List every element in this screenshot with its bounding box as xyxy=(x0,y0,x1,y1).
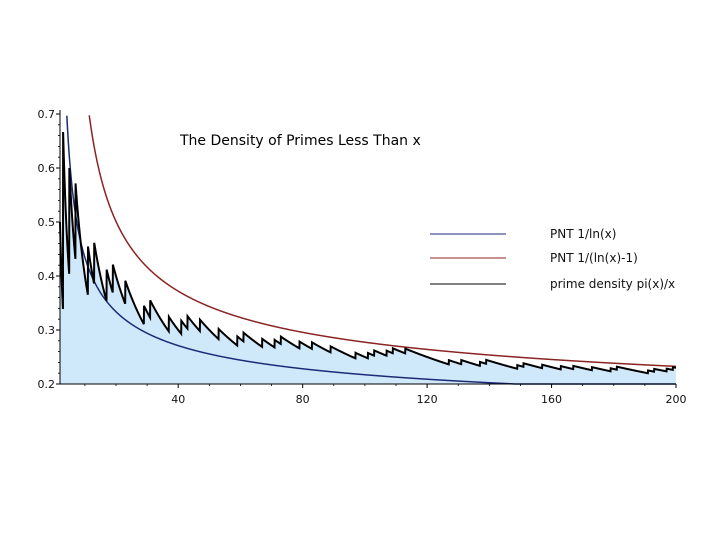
y-tick-label: 0.2 xyxy=(38,378,56,391)
x-tick-label: 120 xyxy=(417,393,438,406)
prime-density-fill xyxy=(60,132,676,384)
x-tick-label: 160 xyxy=(541,393,562,406)
legend-label: prime density pi(x)/x xyxy=(550,277,675,291)
x-tick-label: 80 xyxy=(296,393,310,406)
y-tick-label: 0.6 xyxy=(38,162,56,175)
legend-label: PNT 1/ln(x) xyxy=(550,227,616,241)
chart-title: The Density of Primes Less Than x xyxy=(179,133,421,149)
y-tick-label: 0.7 xyxy=(38,108,56,121)
x-tick-label: 40 xyxy=(171,393,185,406)
plot-area xyxy=(59,115,677,385)
y-tick-label: 0.3 xyxy=(38,324,56,337)
x-tick-label: 200 xyxy=(666,393,687,406)
y-tick-label: 0.5 xyxy=(38,216,56,229)
axes: 0.2 0.3 0.4 0.5 0.6 0.7 40 80 120 160 200 xyxy=(38,108,687,406)
legend-label: PNT 1/(ln(x)-1) xyxy=(550,251,638,265)
y-tick-label: 0.4 xyxy=(38,270,56,283)
series-line-prime-density xyxy=(59,131,677,375)
legend: PNT 1/ln(x) PNT 1/(ln(x)-1) prime density … xyxy=(430,227,675,291)
series-line-pnt-1-over-ln-minus-1 xyxy=(88,115,677,368)
